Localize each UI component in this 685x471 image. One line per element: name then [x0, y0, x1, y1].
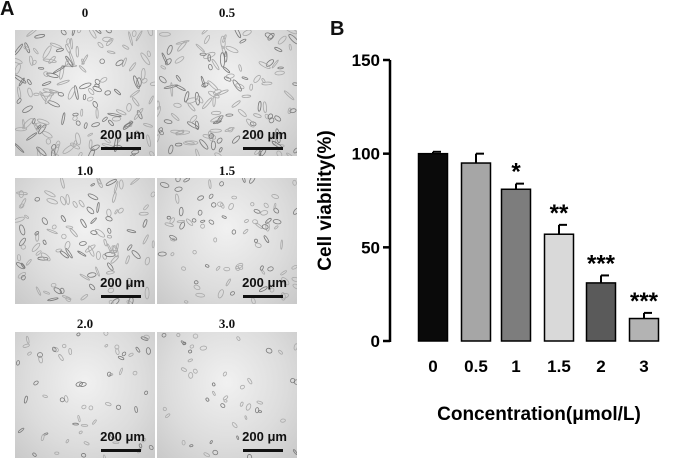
bar-1.5 — [543, 233, 575, 342]
micrograph-label: 0 — [81, 5, 89, 20]
scale-bar — [243, 449, 283, 452]
significance-label: *** — [630, 288, 659, 315]
significance-label: * — [511, 159, 521, 186]
y-tick-label: 0 — [371, 332, 380, 351]
x-tick-label: 1.5 — [547, 357, 571, 376]
x-tick-label: 3 — [639, 357, 648, 376]
cell-texture — [16, 332, 154, 458]
scale-bar-label: 200 μm — [100, 127, 145, 142]
panel-b-letter: B — [330, 18, 345, 40]
panel-a-letter: A — [0, 0, 15, 20]
micrograph-image: 200 μm — [15, 178, 155, 304]
scale-bar-label: 200 μm — [242, 127, 287, 142]
micrograph-image: 200 μm — [157, 30, 297, 156]
scale-bar-label: 200 μm — [100, 275, 145, 290]
micrograph-label: 2.0 — [76, 316, 94, 331]
significance-label: *** — [587, 250, 616, 277]
cell-texture — [15, 30, 155, 156]
bar-3 — [628, 317, 660, 342]
x-tick-label: 1 — [511, 357, 520, 376]
micrograph-image: 200 μm — [157, 178, 297, 304]
micrograph-label: 1.0 — [76, 163, 94, 178]
bar-1 — [500, 188, 532, 342]
y-tick-label: 150 — [352, 51, 380, 70]
cell-texture — [15, 178, 155, 304]
bar-2 — [585, 282, 617, 342]
y-tick-label: 100 — [352, 145, 380, 164]
x-axis-label: Concentration(μmol/L) — [437, 404, 641, 425]
micrograph-label: 3.0 — [218, 316, 236, 331]
micrograph-image: 200 μm — [157, 332, 297, 458]
scale-bar — [243, 295, 283, 298]
x-tick-label: 2 — [596, 357, 605, 376]
scale-bar — [101, 295, 141, 298]
cell-texture — [157, 178, 297, 304]
y-axis-label: Cell viability(%) — [315, 130, 336, 270]
micrograph-label: 0.5 — [218, 5, 236, 20]
scale-bar-label: 200 μm — [242, 429, 287, 444]
bar-0 — [417, 152, 449, 342]
micrograph-image: 200 μm — [15, 332, 155, 458]
micrograph-image: 200 μm — [15, 30, 155, 156]
scale-bar — [101, 449, 141, 452]
y-tick-label: 50 — [361, 238, 380, 257]
scale-bar — [243, 147, 283, 150]
scale-bar-label: 200 μm — [242, 275, 287, 290]
x-tick-label: 0.5 — [464, 357, 488, 376]
bar-0.5 — [460, 162, 492, 342]
cell-viability-bar-chart: 0 0.5 * 1 ** 1.5 *** 2 *** 3 0 50 100 150 Cell viabili… — [315, 51, 660, 425]
significance-label: ** — [550, 200, 569, 227]
scale-bar — [101, 147, 141, 150]
cell-texture — [157, 30, 297, 156]
x-tick-label: 0 — [428, 357, 437, 376]
micrograph-label: 1.5 — [218, 163, 236, 178]
scale-bar-label: 200 μm — [100, 429, 145, 444]
cell-texture — [161, 332, 297, 458]
